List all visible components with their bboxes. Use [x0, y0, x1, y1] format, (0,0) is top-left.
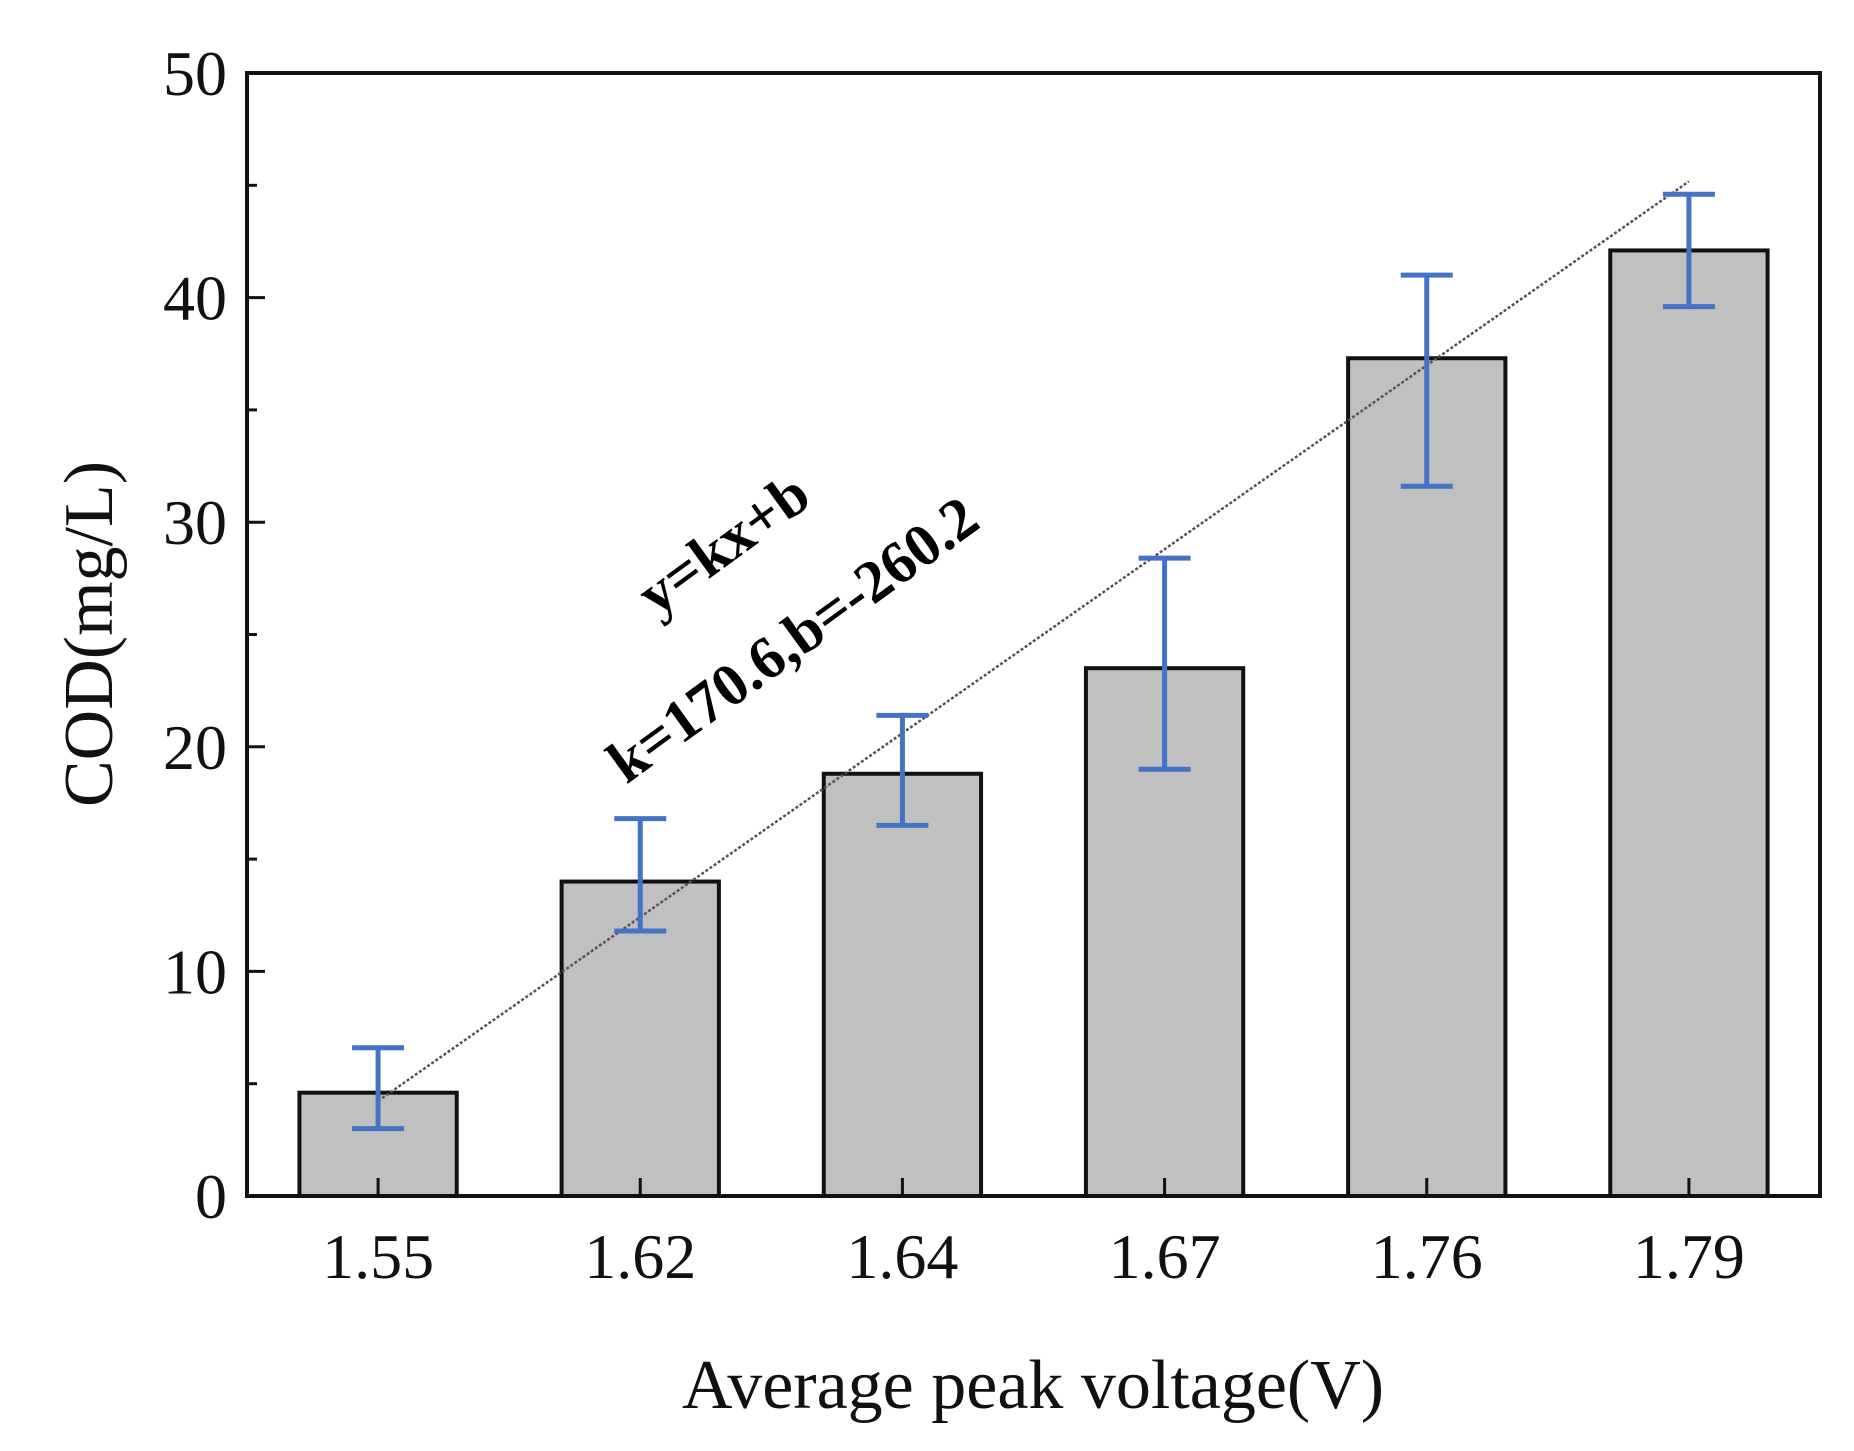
- error-bar-1.62: [614, 816, 667, 934]
- x-tick-label: 1.64: [846, 1221, 958, 1292]
- y-tick-label: 10: [163, 936, 227, 1007]
- y-tick-label: 30: [163, 487, 227, 558]
- y-tick-label: 40: [163, 263, 227, 334]
- error-bar-1.67: [1138, 555, 1191, 772]
- plot-frame: [245, 71, 1822, 1198]
- y-tick-label: 0: [195, 1161, 227, 1232]
- x-tick-label: 1.79: [1633, 1221, 1745, 1292]
- bar-1.64: [821, 771, 984, 1198]
- y-tick-label: 20: [163, 712, 227, 783]
- axis-layer: 0 10 20 30 40 50 1.55 1.62 1.64 1.67 1.76 1.79: [163, 38, 1745, 1292]
- bars-layer: [297, 248, 1770, 1198]
- x-tick-label: 1.67: [1109, 1221, 1221, 1292]
- bar-1.62: [559, 879, 721, 1198]
- error-bar-1.64: [876, 712, 929, 828]
- error-bar-1.76: [1400, 272, 1453, 489]
- bar-1.76: [1346, 356, 1508, 1198]
- error-bar-1.79: [1662, 191, 1715, 310]
- bar-1.79: [1608, 248, 1770, 1198]
- y-tick-label: 50: [163, 38, 227, 109]
- error-bar-1.55: [352, 1045, 405, 1132]
- x-axis-title: Average peak voltage(V): [682, 1347, 1384, 1424]
- fit-line-layer: [377, 180, 1690, 1103]
- x-tick-label: 1.55: [322, 1221, 434, 1292]
- x-tick-label: 1.76: [1371, 1221, 1483, 1292]
- x-tick-label: 1.62: [584, 1221, 696, 1292]
- fit-line: [377, 180, 1690, 1103]
- fit-annotation: y=kx+b k=170.6,b=-260.2: [595, 460, 990, 796]
- y-axis-title: COD(mg/L): [51, 461, 128, 807]
- error-bars-layer: [352, 191, 1715, 1132]
